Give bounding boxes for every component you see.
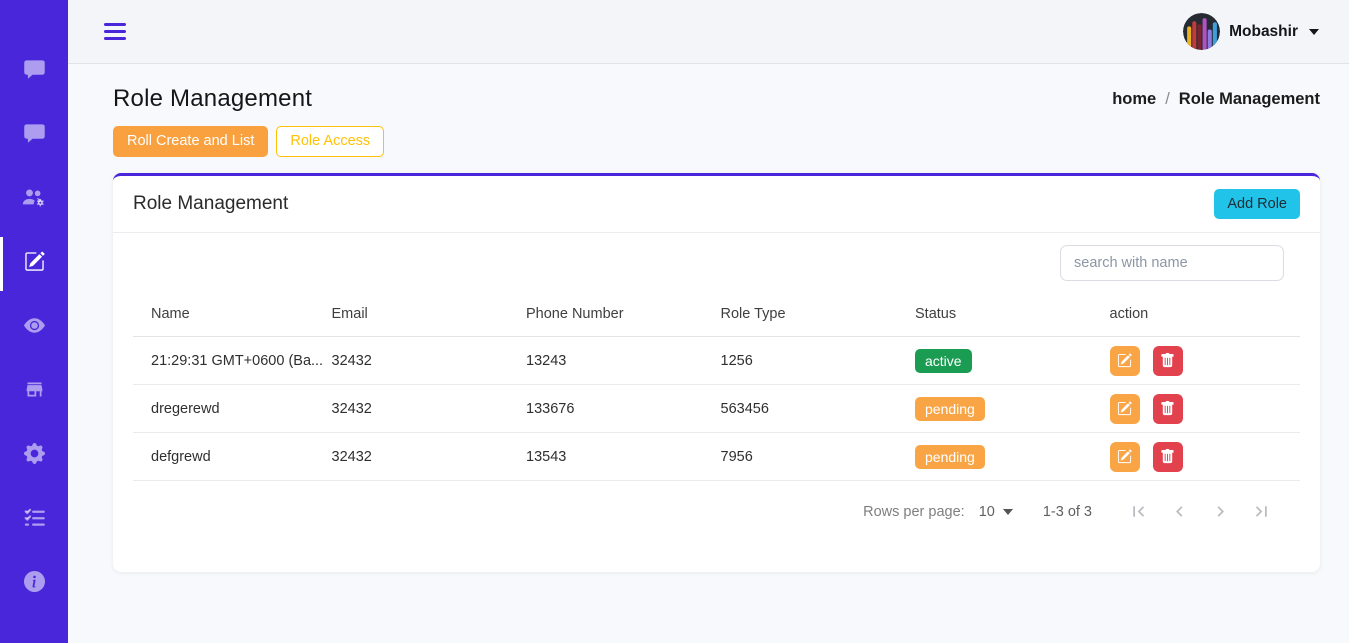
- column-header-role-type: Role Type: [716, 296, 911, 338]
- column-header-name: Name: [133, 296, 328, 338]
- eye-icon: [23, 315, 45, 341]
- sidebar-item-info[interactable]: [0, 552, 68, 616]
- rows-per-page-value: 10: [978, 503, 995, 520]
- page-title: Role Management: [113, 85, 313, 112]
- cell-status: pending: [911, 432, 1106, 482]
- chevron-right-icon: [1217, 506, 1224, 518]
- rows-per-page-select[interactable]: 10: [979, 504, 1013, 520]
- cell-name: 21:29:31 GMT+0600 (Ba...: [133, 336, 328, 386]
- avatar: [1183, 13, 1221, 50]
- sidebar-item-preview[interactable]: [0, 296, 68, 360]
- user-name: Mobashir: [1229, 22, 1298, 40]
- gear-icon: [23, 443, 45, 469]
- previous-page-button[interactable]: [1169, 501, 1190, 522]
- trash-icon: [1161, 353, 1174, 368]
- cell-email: 32432: [327, 384, 522, 434]
- trash-icon: [1161, 401, 1174, 416]
- column-header-phone: Phone Number: [522, 296, 717, 338]
- cell-action: [1105, 384, 1300, 434]
- status-badge: active: [915, 348, 972, 373]
- pagination: Rows per page: 10 1-3 of 3: [133, 481, 1300, 526]
- role-management-card: Role Management Add Role Name Email Phon…: [113, 173, 1320, 573]
- cell-name: defgrewd: [133, 432, 328, 482]
- roles-table: Name Email Phone Number Role Type Status…: [133, 296, 1300, 482]
- sidebar: [0, 0, 68, 643]
- pagination-range: 1-3 of 3: [1042, 503, 1092, 520]
- add-role-button[interactable]: Add Role: [1214, 189, 1300, 220]
- column-header-email: Email: [327, 296, 522, 338]
- tab-role-access[interactable]: Role Access: [276, 126, 385, 158]
- last-page-icon: [1255, 506, 1267, 518]
- sidebar-item-chat-1[interactable]: [0, 40, 68, 104]
- breadcrumb-home-link[interactable]: home: [1112, 89, 1157, 108]
- cell-phone: 133676: [522, 384, 717, 434]
- cell-action: [1105, 432, 1300, 482]
- sidebar-item-settings[interactable]: [0, 424, 68, 488]
- users-gear-icon: [22, 188, 47, 212]
- view-tabs: Roll Create and List Role Access: [113, 126, 1320, 158]
- delete-row-button[interactable]: [1152, 345, 1183, 376]
- edit-row-button[interactable]: [1109, 345, 1140, 376]
- edit-row-button[interactable]: [1109, 393, 1140, 424]
- chat-icon: [23, 123, 45, 149]
- tab-roll-create-and-list[interactable]: Roll Create and List: [113, 126, 269, 158]
- trash-icon: [1161, 449, 1174, 464]
- table-body: 21:29:31 GMT+0600 (Ba... 32432 13243 125…: [133, 336, 1300, 482]
- search-input[interactable]: [1060, 245, 1284, 282]
- cell-email: 32432: [327, 336, 522, 386]
- chevron-left-icon: [1176, 506, 1183, 518]
- rows-per-page-label: Rows per page:: [863, 503, 965, 520]
- delete-row-button[interactable]: [1152, 441, 1183, 472]
- cell-role-type: 7956: [716, 432, 911, 482]
- sidebar-item-store[interactable]: [0, 360, 68, 424]
- column-header-action: action: [1105, 296, 1300, 338]
- card-title: Role Management: [133, 193, 289, 215]
- delete-row-button[interactable]: [1152, 393, 1183, 424]
- breadcrumb-current: Role Management: [1178, 89, 1320, 108]
- info-icon: [23, 571, 45, 597]
- table-row: defgrewd 32432 13543 7956 pending: [133, 432, 1300, 482]
- cell-action: [1105, 336, 1300, 386]
- edit-icon: [1117, 449, 1132, 464]
- next-page-button[interactable]: [1210, 501, 1231, 522]
- sidebar-item-role-management[interactable]: [0, 232, 68, 296]
- cell-status: active: [911, 336, 1106, 386]
- cell-phone: 13543: [522, 432, 717, 482]
- chevron-down-icon: [1002, 508, 1013, 515]
- cell-status: pending: [911, 384, 1106, 434]
- table-row: 21:29:31 GMT+0600 (Ba... 32432 13243 125…: [133, 336, 1300, 386]
- last-page-button[interactable]: [1251, 501, 1272, 522]
- breadcrumb: home / Role Management: [1112, 90, 1320, 109]
- sidebar-item-tasks[interactable]: [0, 488, 68, 552]
- edit-icon: [24, 251, 45, 277]
- store-icon: [24, 379, 45, 405]
- first-page-icon: [1133, 506, 1145, 518]
- cell-phone: 13243: [522, 336, 717, 386]
- table-row: dregerewd 32432 133676 563456 pending: [133, 384, 1300, 434]
- cell-role-type: 563456: [716, 384, 911, 434]
- cell-role-type: 1256: [716, 336, 911, 386]
- sidebar-item-user-management[interactable]: [0, 168, 68, 232]
- sidebar-item-chat-2[interactable]: [0, 104, 68, 168]
- edit-icon: [1117, 401, 1132, 416]
- user-menu[interactable]: Mobashir: [1183, 13, 1319, 50]
- edit-icon: [1117, 353, 1132, 368]
- breadcrumb-separator: /: [1165, 89, 1170, 108]
- chat-icon: [23, 59, 45, 85]
- status-badge: pending: [915, 444, 985, 469]
- chevron-down-icon: [1309, 28, 1319, 35]
- main-content: Role Management home / Role Management R…: [68, 64, 1349, 643]
- first-page-button[interactable]: [1128, 501, 1149, 522]
- edit-row-button[interactable]: [1109, 441, 1140, 472]
- cell-email: 32432: [327, 432, 522, 482]
- status-badge: pending: [915, 396, 985, 421]
- top-header: Mobashir: [68, 0, 1349, 64]
- cell-name: dregerewd: [133, 384, 328, 434]
- hamburger-menu-icon[interactable]: [100, 19, 130, 45]
- checklist-icon: [24, 507, 45, 533]
- column-header-status: Status: [911, 296, 1106, 338]
